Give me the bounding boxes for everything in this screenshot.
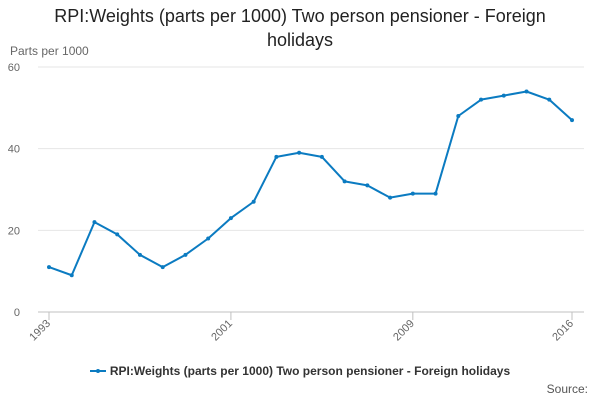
data-point-2000 [206,236,211,241]
data-point-2010 [433,191,438,196]
data-point-2011 [456,114,461,118]
data-point-2004 [297,150,302,155]
data-point-2005 [319,154,324,159]
x-tick-label-2016: 2016 [550,318,576,344]
series-line-0 [48,90,573,277]
data-point-1997 [137,252,142,257]
legend-label: RPI:Weights (parts per 1000) Two person … [109,364,511,378]
source-label: Source: [546,382,588,396]
y-tick-label-20: 20 [8,225,20,237]
y-tick-label-0: 0 [14,307,20,319]
legend[interactable]: RPI:Weights (parts per 1000) Two person … [0,364,600,378]
y-axis-ticks: 0 20 40 60 [8,62,20,319]
data-point-2009 [410,191,415,196]
data-point-2015 [547,97,552,102]
data-point-2016 [570,118,574,123]
data-point-2007 [365,183,370,188]
data-point-2014 [524,89,529,94]
chart-title: RPI:Weights (parts per 1000) Two person … [54,6,546,50]
legend-line-marker-icon [89,365,106,377]
data-point-2001 [228,216,233,221]
data-point-1998 [160,265,165,270]
y-tick-label-40: 40 [8,144,20,156]
data-point-2003 [274,154,279,159]
data-point-2008 [388,195,393,200]
data-point-2012 [479,97,484,102]
series-layer [47,89,574,278]
gridlines [38,66,584,313]
data-point-1999 [183,252,188,257]
y-axis-title: Parts per 1000 [10,44,89,58]
x-tick-label-2009: 2009 [391,318,417,344]
data-point-1996 [115,232,120,237]
data-point-2013 [501,93,506,98]
x-tick-label-2001: 2001 [209,318,235,344]
x-axis [48,312,573,320]
x-axis-ticks: 1993 2001 2009 2016 [27,318,576,344]
data-point-1994 [69,273,74,278]
data-point-1993 [47,265,51,270]
data-point-2006 [342,179,347,184]
data-point-2002 [251,199,256,204]
data-point-1995 [92,220,97,225]
y-tick-label-60: 60 [8,62,20,74]
x-tick-label-1993: 1993 [27,318,53,344]
